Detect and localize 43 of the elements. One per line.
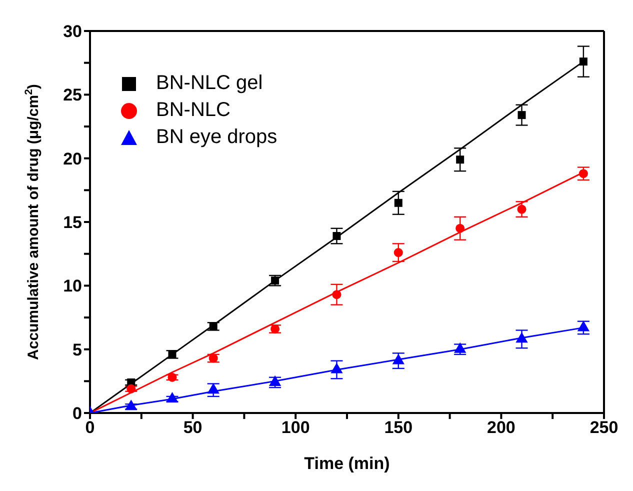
point (168, 372, 177, 382)
point (270, 324, 280, 334)
x-tick-label: 100 (281, 418, 310, 438)
point (166, 392, 178, 403)
point (394, 248, 403, 258)
point (126, 384, 136, 394)
point (579, 58, 588, 66)
point (454, 342, 466, 353)
point (456, 156, 464, 164)
point (271, 276, 280, 285)
point (577, 320, 590, 332)
point (456, 224, 465, 233)
x-tick-label: 150 (384, 418, 413, 438)
point (125, 400, 138, 410)
x-tick-label: 0 (85, 418, 95, 438)
y-tick-label: 20 (63, 149, 82, 168)
y-tick-label: 5 (72, 340, 82, 360)
point (268, 375, 282, 386)
point (209, 322, 218, 330)
x-tick-label: 50 (183, 418, 202, 438)
x-axis-title: Time (min) (304, 454, 390, 473)
point (207, 383, 220, 394)
legend-label: BN-NLC gel (156, 71, 263, 96)
point (516, 332, 528, 343)
point (518, 111, 526, 120)
legend-label: BN-NLC (156, 98, 230, 123)
y-tick-label: 30 (63, 22, 82, 42)
y-tick-label: 10 (63, 276, 82, 296)
point (332, 232, 341, 240)
x-tick-label: 250 (590, 418, 618, 438)
point (394, 198, 402, 207)
point (208, 354, 218, 363)
point (392, 354, 404, 364)
y-tick-label: 15 (63, 213, 82, 232)
point (578, 169, 588, 178)
legend-label: BN eye drops (156, 125, 278, 150)
y-tick-label: 25 (63, 86, 82, 105)
y-tick-label: 0 (72, 404, 82, 424)
point (517, 204, 526, 214)
point (330, 362, 343, 374)
x-tick-label: 200 (487, 418, 516, 438)
point (168, 350, 176, 358)
point (332, 290, 342, 300)
